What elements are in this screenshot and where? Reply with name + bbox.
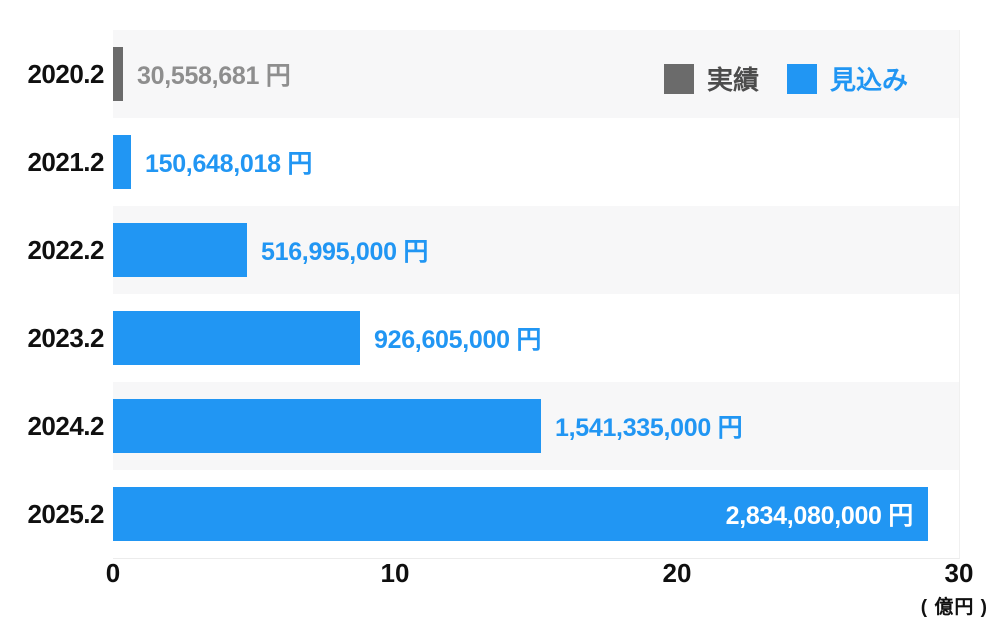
category-label: 2025.2 [27,498,104,529]
bar-2023.2 [113,311,360,365]
chart-rows: 2020.2 30,558,681 円 2021.2 150,648,018 円… [0,30,1000,558]
category-label: 2024.2 [27,410,104,441]
x-tick-10: 10 [380,558,410,588]
category-label: 2022.2 [27,234,104,265]
bar-2024.2 [113,399,541,453]
chart-row: 2020.2 30,558,681 円 [0,30,1000,118]
row-background [113,30,959,118]
chart-row: 2023.2 926,605,000 円 [0,294,1000,382]
legend-swatch-actual-icon [663,63,694,94]
value-label: 516,995,000 円 [261,238,429,266]
category-label: 2020.2 [27,58,104,89]
legend-item-forecast: 見込み [786,60,908,97]
x-tick-20: 20 [662,558,692,588]
bar-track: 926,605,000 円 [113,311,959,365]
chart-row: 2024.2 1,541,335,000 円 [0,382,1000,470]
x-tick-0: 0 [105,558,121,588]
value-label: 150,648,018 円 [145,150,313,178]
x-tick-30: 30 [944,558,974,588]
bar-2021.2 [113,135,131,189]
category-label: 2021.2 [27,146,104,177]
row-background [113,206,959,294]
bar-track: 150,648,018 円 [113,135,959,189]
chart-row: 2025.2 2,834,080,000 円 [0,470,1000,558]
legend-label-actual: 実績 [706,65,759,95]
chart-row: 2021.2 150,648,018 円 [0,118,1000,206]
bar-2022.2 [113,223,247,277]
bar-track: 2,834,080,000 円 [113,487,959,541]
chart-row: 2022.2 516,995,000 円 [0,206,1000,294]
bar-track: 1,541,335,000 円 [113,399,959,453]
bar-track: 516,995,000 円 [113,223,959,277]
bar-track: 30,558,681 円 [113,47,959,101]
value-label: 1,541,335,000 円 [555,414,743,442]
value-label: 926,605,000 円 [374,326,542,354]
bar-2020.2 [113,47,123,101]
x-axis: 0 10 20 30 [106,558,974,592]
value-label: 2,834,080,000 円 [725,502,914,530]
legend-label-forecast: 見込み [829,65,908,95]
bar-2025.2 [113,487,928,541]
legend-swatch-forecast-icon [786,63,817,94]
row-background [113,118,959,206]
axis-unit-label: ( 億円 ) [920,597,988,618]
value-label: 30,558,681 円 [137,62,291,90]
legend: 実績 見込み [663,60,908,97]
legend-item-actual: 実績 [663,60,759,97]
category-label: 2023.2 [27,322,104,353]
